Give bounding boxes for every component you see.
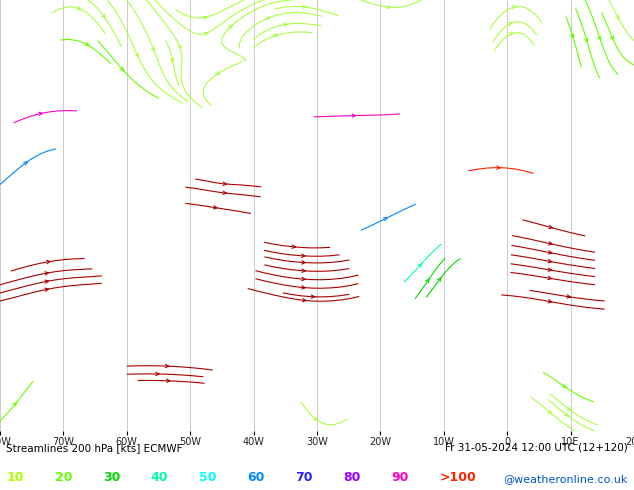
FancyArrowPatch shape <box>120 67 124 71</box>
FancyArrowPatch shape <box>275 34 278 37</box>
Text: 10: 10 <box>6 471 24 484</box>
FancyArrowPatch shape <box>102 14 105 19</box>
FancyArrowPatch shape <box>611 36 614 40</box>
FancyArrowPatch shape <box>302 277 306 281</box>
Text: Fr 31-05-2024 12:00 UTC (12+120): Fr 31-05-2024 12:00 UTC (12+120) <box>445 443 628 453</box>
FancyArrowPatch shape <box>496 166 500 169</box>
FancyArrowPatch shape <box>266 17 270 20</box>
FancyArrowPatch shape <box>567 407 571 411</box>
FancyArrowPatch shape <box>152 47 155 51</box>
FancyArrowPatch shape <box>214 206 217 209</box>
FancyArrowPatch shape <box>228 25 232 29</box>
Text: >100: >100 <box>440 471 477 484</box>
FancyArrowPatch shape <box>437 277 441 282</box>
FancyArrowPatch shape <box>156 372 159 376</box>
FancyArrowPatch shape <box>45 272 48 275</box>
Text: 70: 70 <box>295 471 313 484</box>
FancyArrowPatch shape <box>352 114 356 117</box>
FancyArrowPatch shape <box>384 218 387 221</box>
FancyArrowPatch shape <box>302 269 306 272</box>
Text: @weatheronline.co.uk: @weatheronline.co.uk <box>503 474 628 484</box>
Text: 30: 30 <box>103 471 120 484</box>
FancyArrowPatch shape <box>46 260 50 264</box>
Text: 40: 40 <box>151 471 169 484</box>
FancyArrowPatch shape <box>425 279 429 283</box>
FancyArrowPatch shape <box>283 23 287 26</box>
FancyArrowPatch shape <box>223 182 226 186</box>
FancyArrowPatch shape <box>85 42 89 46</box>
Text: Streamlines 200 hPa [kts] ECMWF: Streamlines 200 hPa [kts] ECMWF <box>6 443 183 453</box>
FancyArrowPatch shape <box>292 245 295 248</box>
FancyArrowPatch shape <box>549 225 552 228</box>
FancyArrowPatch shape <box>167 379 170 382</box>
FancyArrowPatch shape <box>311 295 314 298</box>
FancyArrowPatch shape <box>571 34 574 38</box>
FancyArrowPatch shape <box>178 45 181 49</box>
FancyArrowPatch shape <box>45 288 49 292</box>
FancyArrowPatch shape <box>302 298 306 302</box>
FancyArrowPatch shape <box>548 300 552 303</box>
FancyArrowPatch shape <box>510 32 513 36</box>
FancyArrowPatch shape <box>13 402 16 406</box>
FancyArrowPatch shape <box>564 413 568 416</box>
FancyArrowPatch shape <box>302 254 305 257</box>
Text: 60: 60 <box>247 471 264 484</box>
Text: 90: 90 <box>392 471 409 484</box>
FancyArrowPatch shape <box>39 112 42 116</box>
FancyArrowPatch shape <box>204 16 207 19</box>
FancyArrowPatch shape <box>616 15 619 20</box>
Text: 20: 20 <box>55 471 72 484</box>
FancyArrowPatch shape <box>567 295 571 298</box>
FancyArrowPatch shape <box>548 276 552 280</box>
FancyArrowPatch shape <box>223 191 226 195</box>
FancyArrowPatch shape <box>216 72 220 75</box>
FancyArrowPatch shape <box>513 5 517 9</box>
FancyArrowPatch shape <box>314 417 318 420</box>
FancyArrowPatch shape <box>598 36 601 41</box>
FancyArrowPatch shape <box>548 242 552 245</box>
FancyArrowPatch shape <box>508 22 512 25</box>
FancyArrowPatch shape <box>548 251 552 254</box>
FancyArrowPatch shape <box>548 260 552 263</box>
FancyArrowPatch shape <box>302 286 305 289</box>
Text: 80: 80 <box>344 471 361 484</box>
FancyArrowPatch shape <box>45 280 49 283</box>
FancyArrowPatch shape <box>302 5 306 8</box>
FancyArrowPatch shape <box>585 38 588 43</box>
FancyArrowPatch shape <box>302 261 306 264</box>
FancyArrowPatch shape <box>136 53 139 57</box>
FancyArrowPatch shape <box>387 5 391 9</box>
FancyArrowPatch shape <box>562 384 566 388</box>
FancyArrowPatch shape <box>418 263 422 267</box>
FancyArrowPatch shape <box>548 268 552 271</box>
FancyArrowPatch shape <box>23 162 27 165</box>
Text: 50: 50 <box>199 471 217 484</box>
FancyArrowPatch shape <box>77 6 81 10</box>
FancyArrowPatch shape <box>548 410 552 414</box>
FancyArrowPatch shape <box>171 58 174 63</box>
FancyArrowPatch shape <box>165 365 169 368</box>
FancyArrowPatch shape <box>204 32 208 35</box>
